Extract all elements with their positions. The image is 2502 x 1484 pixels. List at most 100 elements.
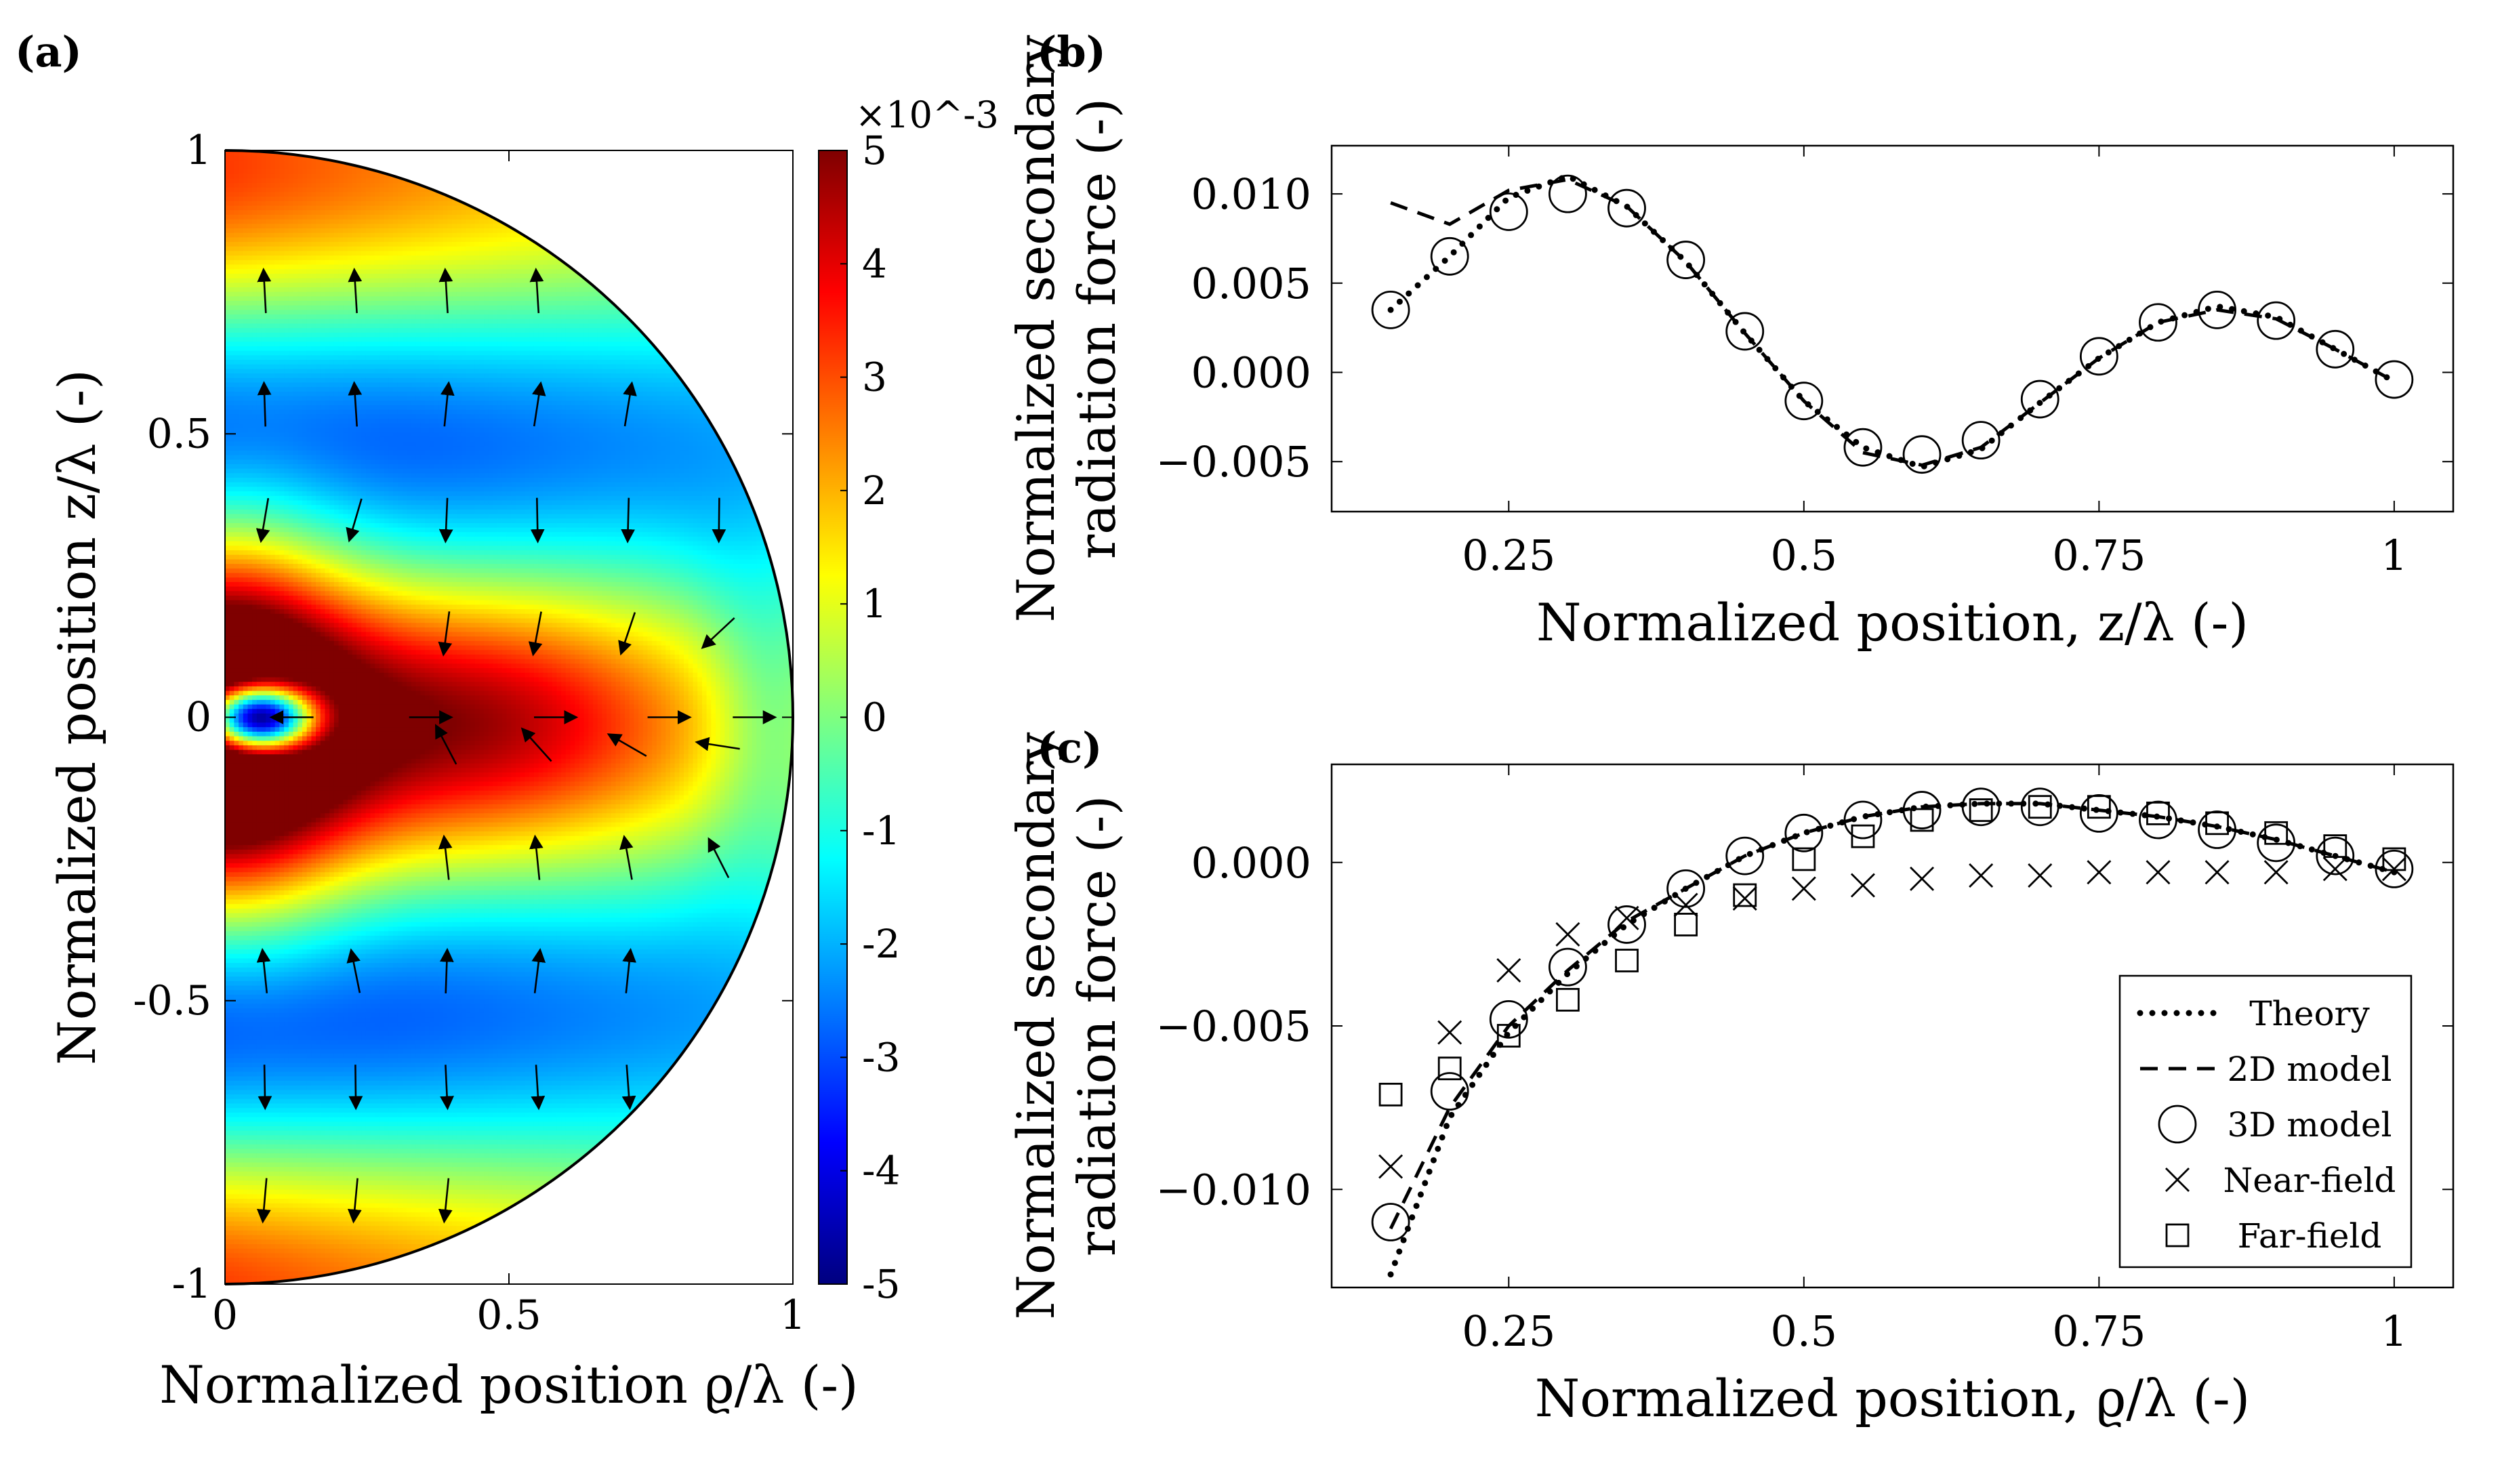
panel-label-b: (b) [1037, 27, 1106, 77]
circle-marker [2139, 303, 2177, 342]
circle-marker [1430, 1072, 1469, 1111]
circle-marker [1607, 905, 1646, 944]
cross-marker [2165, 1168, 2190, 1192]
y-axis-label: Normalized secondary [1006, 732, 1066, 1319]
colorbar-tick-label: 4 [862, 241, 887, 287]
force-arrow [438, 834, 453, 880]
circle-marker [1666, 869, 1706, 908]
circle-marker [1725, 312, 1765, 351]
square-marker [2382, 847, 2406, 871]
circle-marker [2375, 850, 2414, 888]
force-arrow [438, 497, 453, 543]
x-tick-label: 1 [780, 1292, 806, 1339]
panel-label-c: (c) [1037, 723, 1102, 772]
cross-marker [2028, 863, 2053, 888]
panel-a-xlabel: Normalized position ϱ/λ (-) [159, 1355, 858, 1415]
force-arrow [531, 381, 546, 427]
force-arrow [618, 612, 636, 656]
force-arrow [707, 837, 730, 878]
square-marker [1437, 1056, 1462, 1081]
colorbar-tick-label: 0 [862, 695, 887, 741]
force-arrow [621, 1065, 636, 1111]
x-tick-label: 0.75 [2052, 1306, 2146, 1356]
force-arrow [438, 268, 453, 314]
circle-marker [2158, 1105, 2197, 1144]
circle-marker [1607, 188, 1646, 228]
square-marker [1378, 1082, 1403, 1107]
cross-marker [1969, 863, 1994, 888]
colorbar-tick-label: -5 [862, 1261, 901, 1307]
y-tick-label: −0.010 [1156, 1165, 1311, 1214]
cross-marker [1496, 957, 1521, 983]
circle-marker [1725, 836, 1765, 875]
colorbar-tick-label: -4 [862, 1148, 901, 1194]
force-arrow [439, 947, 454, 993]
force-arrow [258, 1065, 272, 1111]
x-tick-label: 0.5 [1771, 1306, 1838, 1356]
circle-marker [1666, 241, 1706, 279]
circle-marker [1961, 787, 2001, 827]
square-marker [1733, 883, 1757, 907]
square-marker [1615, 949, 1639, 972]
cross-marker [1850, 873, 1875, 898]
model-2d-line [1390, 178, 2396, 468]
cross-marker [2204, 860, 2230, 885]
force-arrow [257, 268, 272, 314]
cross-marker [1437, 1020, 1462, 1045]
theory-line [1387, 172, 2398, 470]
square-marker [2028, 795, 2052, 819]
panel-c-chart: 0.25 0.5 0.75 1 −0.010 −0.005 0.000 Normalized … [1006, 732, 2455, 1428]
force-arrow [438, 1178, 453, 1224]
force-arrow [531, 948, 546, 993]
cross-marker [1673, 892, 1698, 918]
colorbar-tick-label: 5 [862, 127, 887, 173]
y-tick-label: 0 [186, 694, 211, 741]
force-arrow [440, 1065, 454, 1111]
circle-marker [1961, 421, 2001, 460]
colorbar-tick-label: 3 [862, 354, 887, 400]
cross-marker [2381, 857, 2406, 882]
force-arrow [622, 947, 636, 993]
force-arrow [712, 497, 726, 543]
force-arrow [531, 1065, 546, 1111]
y-tick-label: 0.000 [1191, 838, 1312, 888]
legend-label: 3D model [2228, 1105, 2392, 1145]
panel-b-chart: 0.25 0.5 0.75 1 −0.005 0.000 0.005 0.010 Normali… [1006, 35, 2455, 653]
circle-marker [1784, 382, 1824, 421]
y-tick-label: -0.5 [133, 977, 211, 1025]
axes-frame [1330, 144, 2455, 513]
panel-a-ylabel: Normalized position z/λ (-) [47, 369, 107, 1065]
cross-marker [2263, 860, 2289, 885]
square-marker [2146, 801, 2170, 825]
cross-marker [1378, 1154, 1403, 1179]
force-arrow [438, 611, 453, 657]
x-tick-label: 1 [2381, 531, 2407, 580]
square-marker [2087, 795, 2111, 819]
y-tick-label: 0.005 [1191, 259, 1312, 308]
force-arrow [256, 947, 271, 993]
x-tick-label: 0.25 [1462, 1306, 1555, 1356]
square-marker [1674, 913, 1698, 936]
panel-label-a: (a) [15, 27, 82, 77]
circle-marker [1549, 174, 1587, 213]
force-arrow [348, 1065, 363, 1111]
force-arrow [520, 727, 552, 762]
y-axis-label: radiation force (-) [1067, 796, 1127, 1257]
circle-marker [2257, 301, 2296, 340]
force-arrow [607, 733, 647, 757]
circle-marker [1371, 290, 1410, 329]
x-tick-label: 0.75 [2052, 531, 2146, 580]
force-arrows [255, 268, 777, 1224]
cross-marker [2146, 860, 2171, 885]
square-marker [1910, 808, 1934, 832]
circle-marker [1549, 947, 1587, 987]
circle-marker [1902, 435, 1942, 474]
colorbar-tick-label: 2 [862, 468, 887, 514]
cross-marker [1614, 905, 1639, 930]
x-tick-label: 0.5 [476, 1292, 541, 1339]
panel-a-heatmap: 0 0.5 1 -1 -0.5 0 0.5 1 Normalized position ϱ/λ… [47, 94, 999, 1415]
cross-marker [2322, 857, 2347, 882]
y-tick-label: 1 [186, 127, 211, 174]
y-tick-label: 0.5 [147, 410, 211, 457]
square-marker [1851, 824, 1875, 848]
